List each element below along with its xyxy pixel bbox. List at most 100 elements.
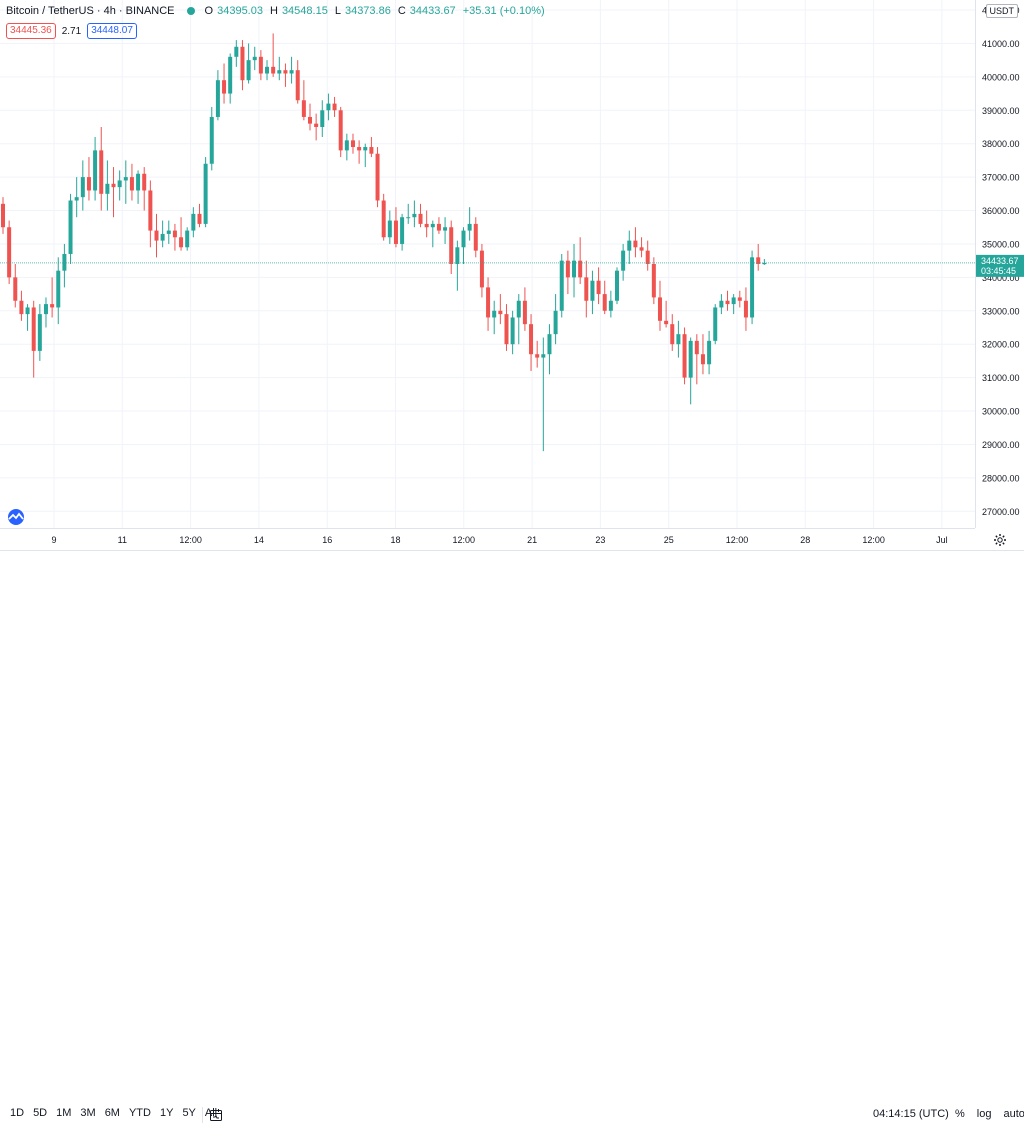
candle xyxy=(608,290,613,318)
change-value: +35.31 (+0.10%) xyxy=(462,5,545,17)
candle xyxy=(750,250,755,325)
candle-body xyxy=(522,300,527,325)
candle-body xyxy=(185,230,190,248)
candle-body xyxy=(535,354,540,358)
candle-body xyxy=(86,177,91,191)
candle-body xyxy=(651,264,656,298)
candle-body xyxy=(664,320,669,325)
candle-body xyxy=(762,262,767,265)
timeframe-selector: 1D 5D 1M 3M 6M YTD 1Y 5Y All xyxy=(10,1107,217,1119)
high-label: H xyxy=(269,5,278,17)
candle xyxy=(731,294,736,315)
date-range-icon[interactable] xyxy=(209,1108,223,1127)
candle xyxy=(350,133,355,154)
price-tick-label: 37000.00 xyxy=(982,173,1020,183)
price-axis-labels: 42000.0041000.0040000.0039000.0038000.00… xyxy=(976,6,1024,517)
candle-body xyxy=(633,240,638,248)
sell-price-button[interactable]: 34445.36 xyxy=(6,23,56,39)
candle-body xyxy=(565,260,570,278)
tf-ytd-button[interactable]: YTD xyxy=(128,1107,151,1119)
candle-body xyxy=(393,220,398,244)
candle-body xyxy=(50,304,55,308)
candle-body xyxy=(424,223,429,228)
candle-body xyxy=(430,223,435,228)
candle-body xyxy=(688,340,693,378)
candle xyxy=(191,207,196,238)
auto-scale-button[interactable]: auto xyxy=(1003,1108,1024,1120)
symbol-legend: Bitcoin / TetherUS · 4h · BINANCE O 34395… xyxy=(6,5,548,17)
candle-body xyxy=(418,213,423,224)
percent-scale-button[interactable]: % xyxy=(955,1108,965,1120)
price-axis[interactable]: 42000.0041000.0040000.0039000.0038000.00… xyxy=(975,0,1024,528)
gear-icon[interactable] xyxy=(993,533,1007,552)
candle-body xyxy=(381,200,386,238)
tf-1y-button[interactable]: 1Y xyxy=(159,1107,174,1119)
candle xyxy=(651,257,656,305)
candle-body xyxy=(615,270,619,301)
high-value: 34548.15 xyxy=(281,5,328,17)
buy-price-button[interactable]: 34448.07 xyxy=(87,23,137,39)
candle-body xyxy=(578,260,583,278)
price-tick-label: 31000.00 xyxy=(982,373,1020,383)
candle-body xyxy=(743,300,748,318)
candle-body xyxy=(596,280,601,295)
candle xyxy=(332,96,337,117)
candle xyxy=(756,243,761,271)
candle-body xyxy=(473,223,478,251)
symbol-title[interactable]: Bitcoin / TetherUS · 4h · BINANCE xyxy=(6,5,175,17)
price-tick-label: 29000.00 xyxy=(982,440,1020,450)
price-chart[interactable] xyxy=(0,0,1011,528)
candle-body xyxy=(301,100,306,117)
candle xyxy=(547,324,552,375)
candle xyxy=(117,170,122,201)
candle xyxy=(252,46,257,71)
tradingview-logo-icon[interactable] xyxy=(5,509,27,525)
candle xyxy=(62,243,67,288)
candle-body xyxy=(572,260,577,278)
price-tick-label: 32000.00 xyxy=(982,340,1020,350)
candle-body xyxy=(443,227,448,231)
candle-body xyxy=(676,334,681,345)
tf-5d-button[interactable]: 5D xyxy=(33,1107,48,1119)
candle-body xyxy=(240,46,245,81)
candle-body xyxy=(19,300,24,315)
candle xyxy=(74,177,79,218)
candle xyxy=(228,53,233,104)
candle xyxy=(627,230,632,264)
candle xyxy=(86,157,91,201)
candle-body xyxy=(461,230,466,248)
candle xyxy=(369,137,374,158)
time-tick-label: 11 xyxy=(118,535,127,545)
currency-button[interactable]: USDT xyxy=(985,4,1018,18)
candle xyxy=(172,223,177,251)
candle xyxy=(479,243,484,298)
candle xyxy=(424,210,429,238)
candle xyxy=(492,300,497,335)
candle xyxy=(209,106,214,171)
candle-body xyxy=(707,340,712,365)
chart-area[interactable]: Bitcoin / TetherUS · 4h · BINANCE O 34395… xyxy=(0,0,1011,528)
candle-body xyxy=(541,354,546,358)
tf-5y-button[interactable]: 5Y xyxy=(182,1107,196,1119)
candle xyxy=(467,207,472,241)
candle-body xyxy=(203,163,208,224)
utc-clock[interactable]: 04:14:15 (UTC) xyxy=(873,1108,949,1120)
tf-1m-button[interactable]: 1M xyxy=(56,1107,72,1119)
candle-body xyxy=(234,46,239,57)
candle xyxy=(449,220,454,275)
low-label: L xyxy=(334,5,341,17)
candle-body xyxy=(602,294,607,311)
candle-body xyxy=(271,66,276,74)
candle-body xyxy=(74,197,79,201)
tf-6m-button[interactable]: 6M xyxy=(104,1107,120,1119)
candle xyxy=(68,193,73,264)
candle-body xyxy=(326,103,331,111)
candle-body xyxy=(455,247,460,264)
candle xyxy=(19,290,24,321)
candle-body xyxy=(400,217,405,244)
tf-1d-button[interactable]: 1D xyxy=(10,1107,25,1119)
tf-3m-button[interactable]: 3M xyxy=(80,1107,96,1119)
time-axis[interactable]: 9 11 12:00 14 16 18 12:00 21 23 25 12:00 28 12:00 Jul… xyxy=(0,528,1013,550)
log-scale-button[interactable]: log xyxy=(976,1108,992,1120)
candle-body xyxy=(13,277,18,301)
